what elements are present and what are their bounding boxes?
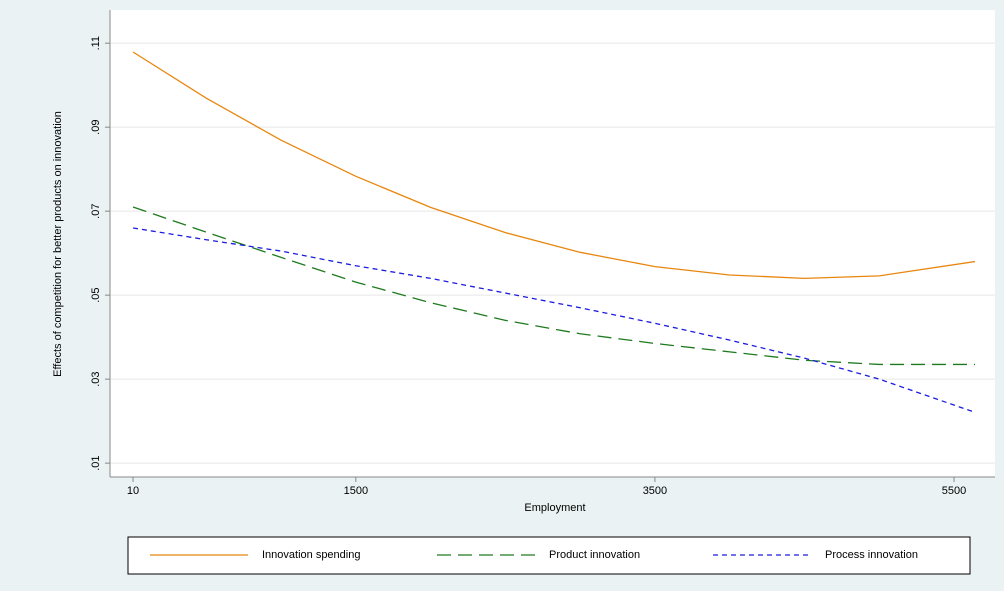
y-tick-label: .01 (90, 455, 102, 470)
y-axis-title: Effects of competition for better produc… (52, 111, 64, 377)
y-tick-label: .05 (90, 288, 102, 303)
y-tick-label: .03 (90, 371, 102, 386)
x-axis-title: Employment (524, 502, 585, 514)
series-line (132, 51, 976, 280)
x-tick-label: 1500 (344, 485, 368, 497)
x-tick-label: 10 (127, 485, 139, 497)
x-tick-label: 3500 (643, 485, 667, 497)
series-line (132, 206, 975, 366)
legend-label: Process innovation (825, 549, 918, 561)
legend-box (127, 536, 971, 575)
y-tick-label: .11 (90, 36, 102, 50)
series-line (132, 227, 976, 413)
plot-area (110, 10, 995, 477)
x-tick-label: 5500 (942, 485, 966, 497)
y-tick-label: .09 (90, 120, 102, 135)
y-tick-label: .07 (90, 204, 102, 219)
legend-label: Innovation spending (262, 549, 360, 561)
legend-label: Product innovation (549, 549, 640, 561)
